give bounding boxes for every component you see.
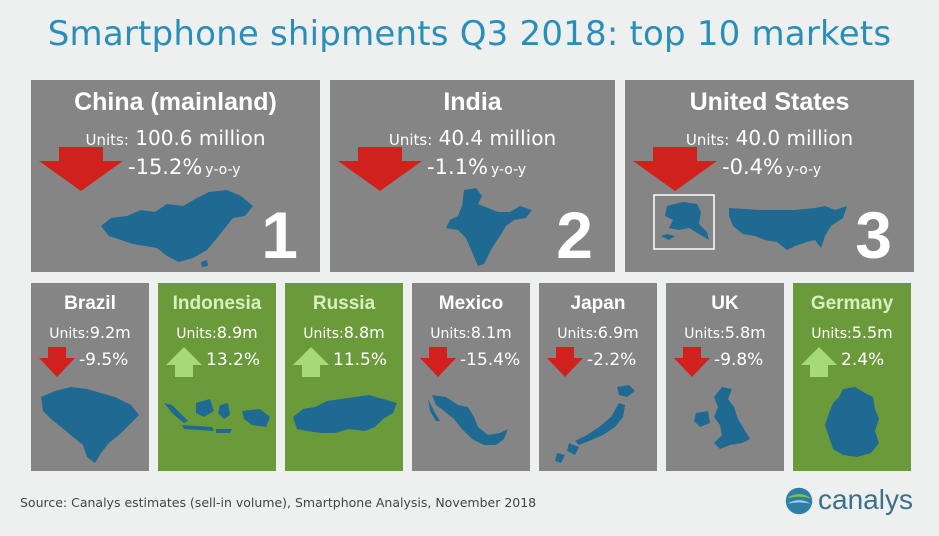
green-up-arrow-icon — [166, 347, 202, 377]
red-down-arrow-icon — [39, 147, 123, 191]
china-map-icon — [101, 190, 253, 267]
green-up-arrow-icon — [293, 347, 329, 377]
red-down-arrow-icon — [633, 147, 717, 191]
market-card-mexico: Mexico Units:8.1m -15.4% — [412, 283, 530, 471]
change-value: -1.1% — [427, 155, 488, 179]
market-name: Japan — [570, 293, 626, 314]
market-name: Germany — [810, 293, 894, 314]
chart-title: Smartphone shipments Q3 2018: top 10 mar… — [47, 14, 892, 54]
yoy-label: y-o-y — [490, 162, 527, 178]
japan-map-icon — [555, 385, 635, 463]
units-label: Units: — [811, 326, 852, 342]
change-value: -2.2% — [587, 350, 637, 370]
units-value: 5.5m — [851, 323, 893, 342]
units-value: 5.8m — [724, 323, 766, 342]
units-label: Units: — [388, 131, 433, 149]
units-label: Units: — [430, 326, 471, 342]
change-value: -0.4% — [722, 155, 783, 179]
market-card-germany: Germany Units:5.5m 2.4% — [793, 283, 911, 471]
units-value: 100.6 million — [135, 126, 266, 150]
canalys-logo-icon — [785, 487, 813, 515]
change-value: -15.4% — [460, 350, 521, 370]
russia-map-icon — [293, 395, 397, 433]
units-value: 40.4 million — [438, 126, 557, 150]
change-value: -9.5% — [79, 350, 129, 370]
market-card-russia: Russia Units:8.8m 11.5% — [285, 283, 403, 471]
red-down-arrow-icon — [547, 347, 583, 377]
yoy-label: y-o-y — [205, 162, 241, 178]
green-up-arrow-icon — [801, 347, 837, 377]
units-label: Units: — [557, 326, 598, 342]
change-value: -15.2% — [128, 155, 203, 179]
units-value: 8.1m — [470, 323, 512, 342]
units-label: Units: — [303, 326, 344, 342]
market-name: UK — [711, 293, 739, 314]
rank-number: 3 — [855, 198, 892, 272]
market-units: Units:8.8m — [285, 323, 403, 342]
market-units: Units:8.1m — [412, 323, 530, 342]
market-name: Indonesia — [172, 293, 262, 314]
units-label: Units: — [85, 131, 129, 149]
change-value: 11.5% — [333, 350, 388, 370]
yoy-label: y-o-y — [785, 162, 822, 178]
rank-number: 2 — [556, 198, 593, 272]
germany-map-icon — [825, 387, 879, 457]
units-value: 40.0 million — [735, 126, 854, 150]
source-note: Source: Canalys estimates (sell-in volum… — [20, 495, 537, 510]
change-value: 13.2% — [206, 350, 261, 370]
market-name: Russia — [312, 293, 376, 314]
market-name: Mexico — [438, 293, 504, 314]
change-value: 2.4% — [841, 350, 885, 370]
market-change: -0.4% y-o-y — [722, 155, 821, 179]
rank-number: 1 — [261, 198, 298, 272]
india-map-icon — [446, 188, 532, 266]
market-name: Brazil — [64, 293, 116, 314]
market-name: United States — [689, 88, 850, 116]
units-label: Units: — [49, 326, 90, 342]
market-card-brazil: Brazil Units:9.2m -9.5% — [31, 283, 149, 471]
red-down-arrow-icon — [338, 147, 422, 191]
usa-map-icon — [729, 206, 847, 250]
market-units: Units:5.8m — [666, 323, 784, 342]
market-units: Units:6.9m — [539, 323, 657, 342]
units-value: 8.8m — [343, 323, 385, 342]
market-card-indonesia: Indonesia Units:8.9m 13.2% — [158, 283, 276, 471]
market-change: -15.2% y-o-y — [128, 155, 241, 179]
units-value: 8.9m — [216, 323, 258, 342]
alaska-map-icon — [653, 194, 715, 250]
units-value: 9.2m — [89, 323, 131, 342]
red-down-arrow-icon — [674, 347, 710, 377]
market-card-united-states: United States Units: 40.0 million -0.4% y… — [625, 80, 914, 272]
brazil-map-icon — [41, 387, 139, 463]
units-value: 6.9m — [597, 323, 639, 342]
market-card-china: China (mainland) Units: 100.6 million -1… — [31, 80, 320, 272]
mexico-map-icon — [428, 395, 508, 445]
market-card-uk: UK Units:5.8m -9.8% — [666, 283, 784, 471]
indonesia-map-icon — [164, 399, 270, 433]
market-units: Units:9.2m — [31, 323, 149, 342]
market-units: Units: 100.6 million — [31, 126, 320, 150]
market-units: Units:5.5m — [793, 323, 911, 342]
units-label: Units: — [685, 131, 730, 149]
red-down-arrow-icon — [420, 347, 456, 377]
market-units: Units: 40.0 million — [625, 126, 914, 150]
units-label: Units: — [684, 326, 725, 342]
market-units: Units: 40.4 million — [330, 126, 615, 150]
market-card-japan: Japan Units:6.9m -2.2% — [539, 283, 657, 471]
market-change: -1.1% y-o-y — [427, 155, 526, 179]
brand-name: canalys — [818, 484, 913, 515]
change-value: -9.8% — [714, 350, 764, 370]
red-down-arrow-icon — [39, 347, 75, 377]
market-name: China (mainland) — [74, 88, 277, 116]
uk-map-icon — [694, 387, 750, 449]
units-label: Units: — [176, 326, 217, 342]
market-card-india: India Units: 40.4 million -1.1% y-o-y 2 — [330, 80, 615, 272]
market-name: India — [443, 88, 502, 116]
market-units: Units:8.9m — [158, 323, 276, 342]
